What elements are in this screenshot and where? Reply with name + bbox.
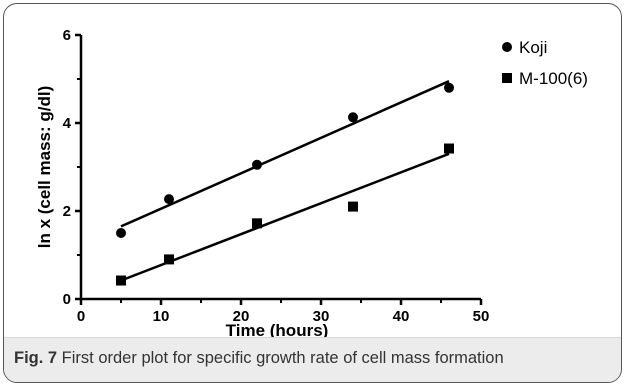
fit-line-m100 bbox=[120, 152, 450, 282]
data-point-koji bbox=[164, 194, 174, 205]
y-tick-label: 2 bbox=[63, 203, 71, 220]
data-point-m100 bbox=[116, 275, 126, 286]
x-tick-label: 10 bbox=[153, 308, 170, 325]
y-tick-label: 0 bbox=[63, 291, 71, 308]
caption-text: First order plot for specific growth rat… bbox=[57, 349, 504, 367]
data-point-m100 bbox=[444, 143, 454, 154]
data-point-m100 bbox=[164, 254, 174, 265]
data-point-m100 bbox=[252, 218, 262, 229]
figure-frame: 0 2 4 6 0 10 20 30 40 50 Time (hours) ln x (cell ma… bbox=[3, 3, 622, 383]
data-point-koji bbox=[348, 112, 358, 123]
scatter-chart: 0 2 4 6 0 10 20 30 40 50 Time (hours) ln x (cell ma… bbox=[35, 27, 588, 340]
data-point-koji bbox=[116, 228, 126, 238]
data-point-m100 bbox=[348, 201, 358, 212]
legend-label-koji: Koji bbox=[519, 38, 547, 57]
figure-caption: Fig. 7 First order plot for specific gro… bbox=[14, 349, 504, 368]
legend-marker-m100 bbox=[502, 73, 512, 83]
y-tick-label: 4 bbox=[63, 115, 72, 132]
x-tick-label: 50 bbox=[473, 308, 490, 325]
y-axis-label: ln x (cell mass: g/dl) bbox=[35, 86, 54, 249]
caption-bar: Fig. 7 First order plot for specific gro… bbox=[4, 337, 621, 382]
x-tick-label: 40 bbox=[393, 308, 410, 325]
legend-marker-koji bbox=[502, 42, 512, 52]
data-point-koji bbox=[444, 82, 454, 93]
legend-label-m100: M-100(6) bbox=[519, 69, 588, 88]
x-axis-label: Time (hours) bbox=[226, 321, 329, 340]
fit-line-koji bbox=[120, 80, 450, 228]
x-tick-label: 30 bbox=[313, 308, 330, 325]
caption-label: Fig. 7 bbox=[14, 349, 58, 367]
x-tick-label: 20 bbox=[233, 308, 250, 325]
data-point-koji bbox=[252, 159, 262, 170]
x-tick-label: 0 bbox=[77, 308, 85, 325]
y-tick-label: 6 bbox=[63, 27, 71, 44]
